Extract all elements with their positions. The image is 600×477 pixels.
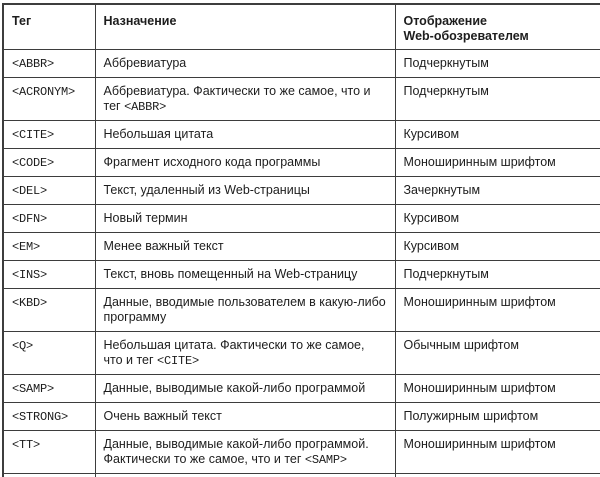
tag-cell: <EM> [2, 232, 96, 261]
html-tags-table: Тег Назначение Отображение Web-обозреват… [2, 3, 600, 477]
purpose-cell: Данные, выводимые какой-либо программой [94, 374, 396, 403]
tag-text: <DEL> [12, 184, 48, 198]
purpose-text: Данные, выводимые какой-либо программой [103, 381, 366, 395]
tag-cell: <DFN> [2, 204, 96, 233]
tag-cell: <Q> [2, 331, 96, 375]
table-row-code: <CODE> Фрагмент исходного кода программы… [2, 148, 600, 177]
tag-text: <TT> [12, 438, 41, 452]
display-cell: Моноширинным шрифтом [394, 288, 600, 332]
purpose-cell: Фрагмент исходного кода программы [94, 148, 396, 177]
tag-cell: <CODE> [2, 148, 96, 177]
display-cell: Курсивом [394, 232, 600, 261]
display-cell: Подчеркнутым [394, 49, 600, 78]
table-row-kbd: <KBD> Данные, вводимые пользователем в к… [2, 288, 600, 332]
table-row-cite: <CITE> Небольшая цитата Курсивом [2, 120, 600, 149]
purpose-cell: Данные, вводимые пользователем в какую-л… [94, 288, 396, 332]
purpose-cell: Новый термин [94, 204, 396, 233]
tag-text: <Q> [12, 339, 34, 353]
table-row-acronym: <ACRONYM> Аббревиатура. Фактически то же… [2, 77, 600, 121]
purpose-text: Небольшая цитата. Фактически то же самое… [103, 338, 365, 367]
purpose-text: Менее важный текст [103, 239, 224, 253]
purpose-inline-tag: <CITE> [157, 354, 200, 368]
table-row-del: <DEL> Текст, удаленный из Web-страницы З… [2, 176, 600, 205]
table-row-strong: <STRONG> Очень важный текст Полужирным ш… [2, 402, 600, 431]
display-cell: Зачеркнутым [394, 176, 600, 205]
tag-cell: <STRONG> [2, 402, 96, 431]
table-row-q: <Q> Небольшая цитата. Фактически то же с… [2, 331, 600, 375]
purpose-text: Небольшая цитата [103, 127, 214, 141]
col-header-display-line2: Web-обозревателем [403, 29, 529, 43]
purpose-cell: Текст, удаленный из Web-страницы [94, 176, 396, 205]
tag-cell: <ACRONYM> [2, 77, 96, 121]
purpose-cell: Небольшая цитата. Фактически то же самое… [94, 331, 396, 375]
display-cell: Моноширинным шрифтом [394, 430, 600, 474]
purpose-text: Аббревиатура [103, 56, 187, 70]
col-header-display-line1: Отображение [403, 14, 487, 28]
col-header-display: Отображение Web-обозревателем [394, 3, 600, 50]
purpose-text: Аббревиатура. Фактически то же самое, чт… [103, 84, 371, 113]
tag-text: <EM> [12, 240, 41, 254]
display-cell: Подчеркнутым [394, 260, 600, 289]
purpose-cell: Очень важный текст [94, 402, 396, 431]
tag-text: <SAMP> [12, 382, 55, 396]
tag-text: <ACRONYM> [12, 85, 76, 99]
tag-text: <CITE> [12, 128, 55, 142]
col-header-purpose: Назначение [94, 3, 396, 50]
tag-cell: <KBD> [2, 288, 96, 332]
purpose-cell: Аббревиатура. Фактически то же самое, чт… [94, 77, 396, 121]
display-cell: Курсивом [394, 204, 600, 233]
tag-cell: <SAMP> [2, 374, 96, 403]
tag-cell: <DEL> [2, 176, 96, 205]
purpose-text: Текст, удаленный из Web-страницы [103, 183, 310, 197]
tag-text: <CODE> [12, 156, 55, 170]
tag-cell: <ABBR> [2, 49, 96, 78]
purpose-inline-tag: <SAMP> [304, 453, 347, 467]
table-row-abbr: <ABBR> Аббревиатура Подчеркнутым [2, 49, 600, 78]
display-cell: Моноширинным шрифтом [394, 148, 600, 177]
purpose-cell: Имя переменной в исходном коде программы [94, 473, 396, 477]
tag-text: <KBD> [12, 296, 48, 310]
tag-text: <DFN> [12, 212, 48, 226]
purpose-cell: Данные, выводимые какой-либо программой.… [94, 430, 396, 474]
table-row-samp: <SAMP> Данные, выводимые какой-либо прог… [2, 374, 600, 403]
header-row: Тег Назначение Отображение Web-обозреват… [2, 3, 600, 50]
purpose-text: Очень важный текст [103, 409, 222, 423]
purpose-cell: Текст, вновь помещенный на Web-страницу [94, 260, 396, 289]
table-row-dfn: <DFN> Новый термин Курсивом [2, 204, 600, 233]
purpose-cell: Аббревиатура [94, 49, 396, 78]
tag-text: <ABBR> [12, 57, 55, 71]
purpose-inline-tag: <ABBR> [124, 100, 167, 114]
col-header-tag: Тег [2, 3, 96, 50]
tag-cell: <CITE> [2, 120, 96, 149]
purpose-text: Текст, вновь помещенный на Web-страницу [103, 267, 358, 281]
tag-text: <STRONG> [12, 410, 69, 424]
purpose-cell: Небольшая цитата [94, 120, 396, 149]
table-row-tt: <TT> Данные, выводимые какой-либо програ… [2, 430, 600, 474]
tag-cell: <VAR> [2, 473, 96, 477]
purpose-text: Новый термин [103, 211, 188, 225]
table-row-var: <VAR> Имя переменной в исходном коде про… [2, 473, 600, 477]
display-cell: Подчеркнутым [394, 77, 600, 121]
table-row-ins: <INS> Текст, вновь помещенный на Web-стр… [2, 260, 600, 289]
purpose-text: Данные, выводимые какой-либо программой.… [103, 437, 369, 466]
tag-cell: <INS> [2, 260, 96, 289]
purpose-cell: Менее важный текст [94, 232, 396, 261]
display-cell: Курсивом [394, 120, 600, 149]
table-row-em: <EM> Менее важный текст Курсивом [2, 232, 600, 261]
display-cell: Обычным шрифтом [394, 331, 600, 375]
tag-text: <INS> [12, 268, 48, 282]
tag-cell: <TT> [2, 430, 96, 474]
display-cell: Курсивом [394, 473, 600, 477]
display-cell: Моноширинным шрифтом [394, 374, 600, 403]
display-cell: Полужирным шрифтом [394, 402, 600, 431]
purpose-text: Данные, вводимые пользователем в какую-л… [103, 295, 386, 324]
purpose-text: Фрагмент исходного кода программы [103, 155, 321, 169]
